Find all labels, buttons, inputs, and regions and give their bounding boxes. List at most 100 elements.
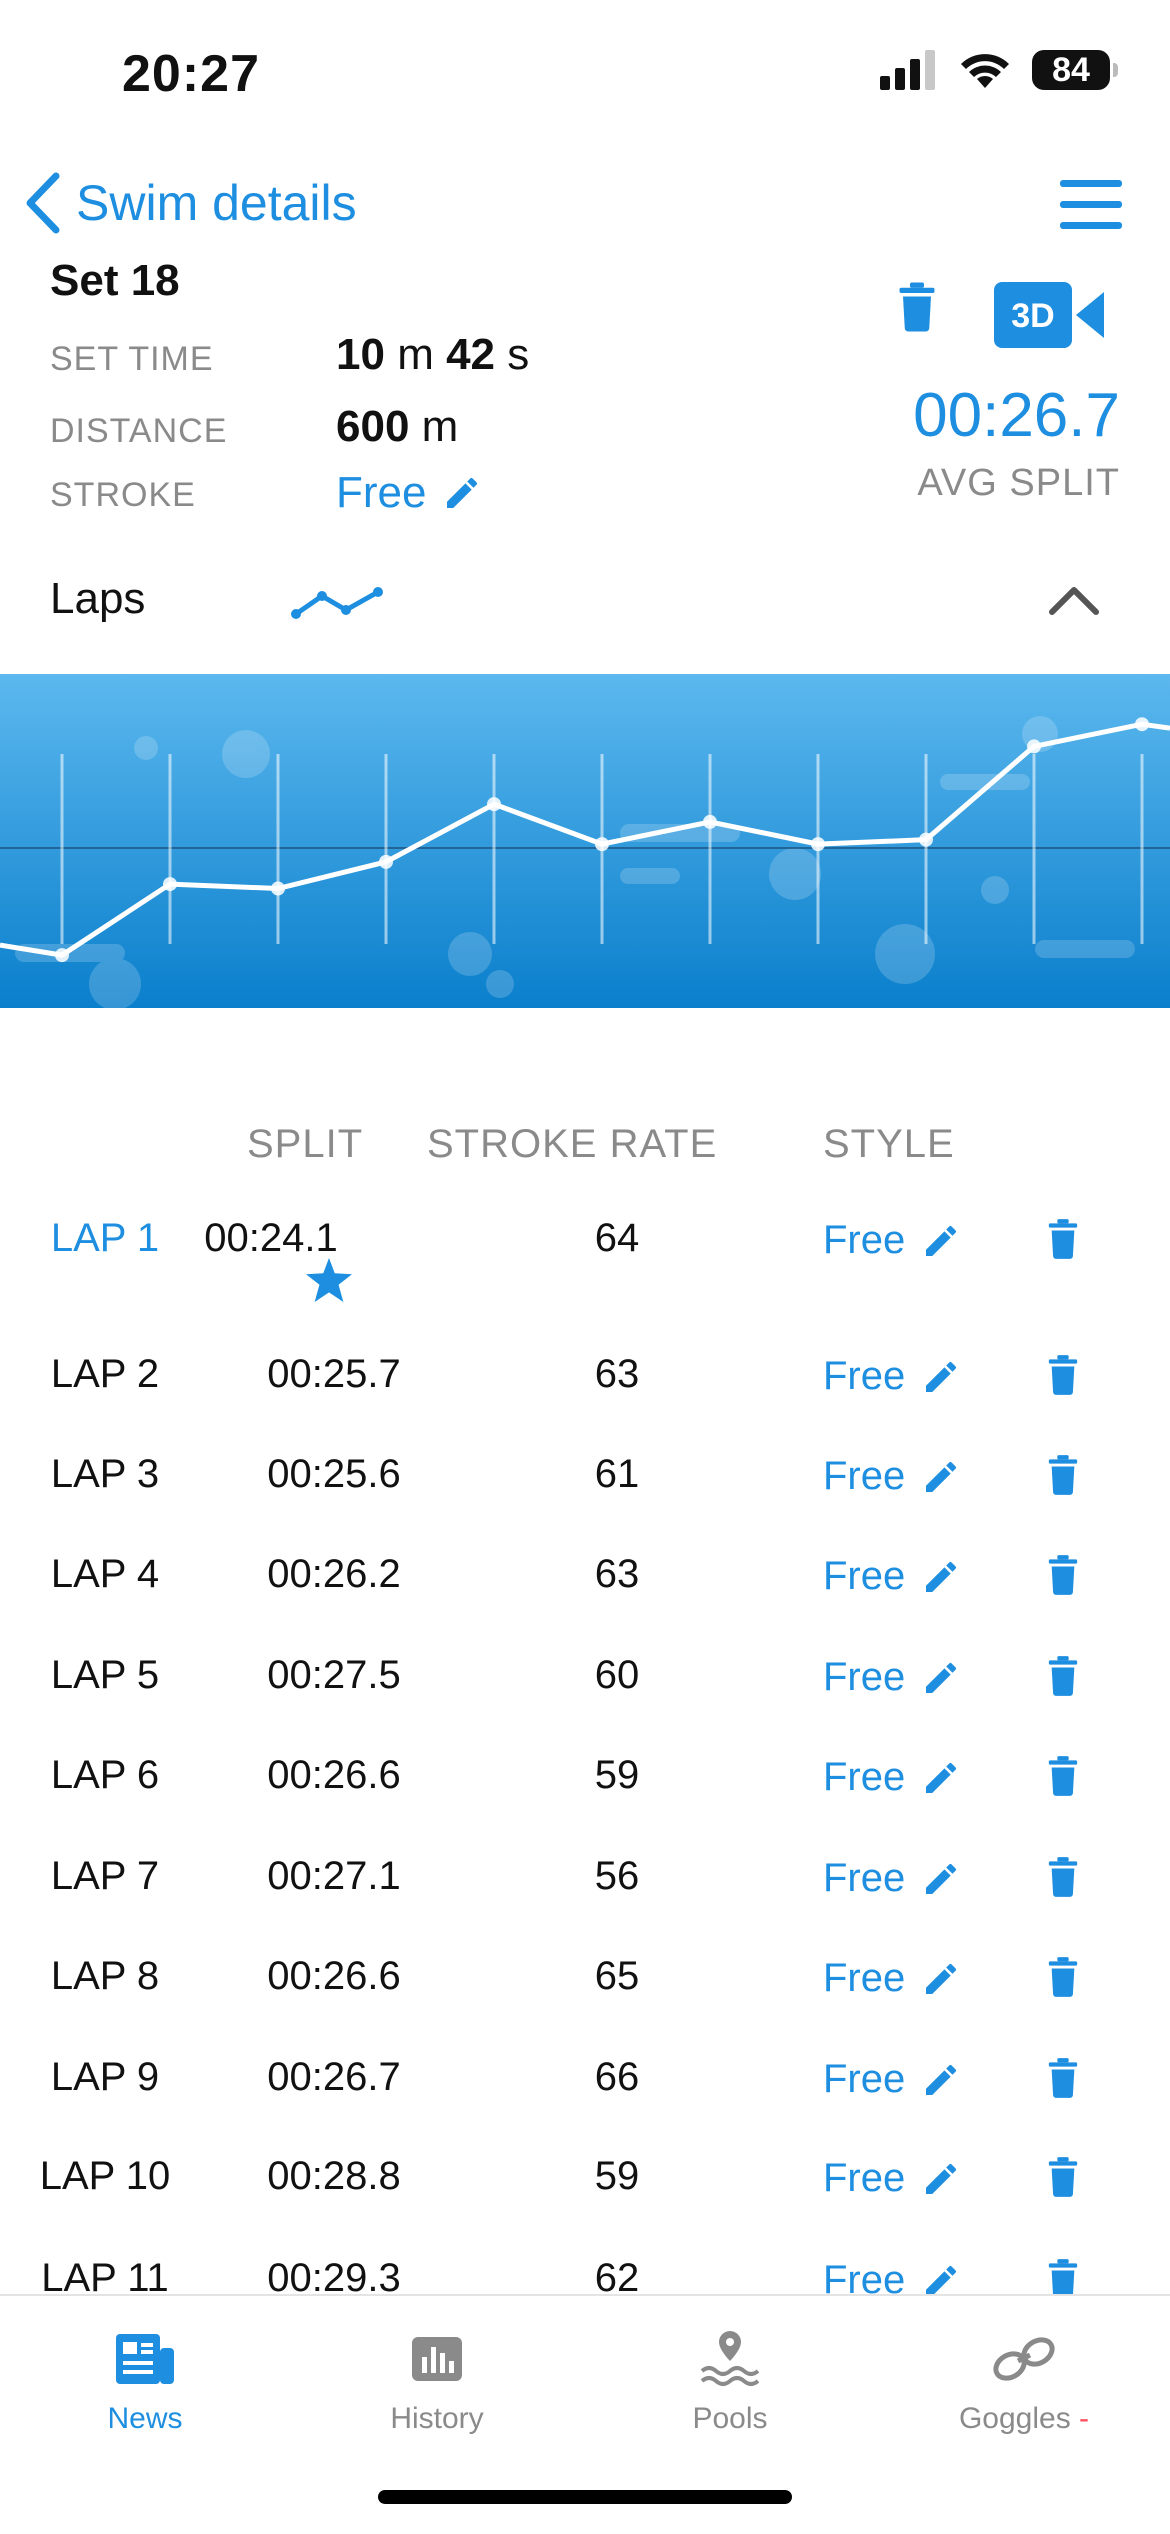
lap-style-edit[interactable]: Free (823, 2057, 961, 2102)
delete-lap-button[interactable] (1046, 1856, 1080, 1903)
status-icons: 84 (880, 50, 1118, 90)
3d-label: 3D (1011, 297, 1054, 335)
chart-point (487, 797, 501, 812)
delete-set-trash-icon[interactable] (896, 282, 938, 332)
tab-pools[interactable]: Pools (630, 2324, 830, 2436)
lap-style: Free (823, 1956, 906, 2000)
trash-icon (1048, 2157, 1078, 2197)
best-lap-star-icon (306, 1258, 352, 1302)
lap-stroke-rate: 56 (594, 1854, 640, 1898)
tab-label: History (390, 2402, 484, 2435)
lap-split: 00:24.1 (204, 1216, 338, 1260)
trash-icon (1048, 1355, 1078, 1395)
lap-style-edit[interactable]: Free (823, 1218, 961, 1263)
lap-style-edit[interactable]: Free (823, 1454, 961, 1499)
delete-lap-button[interactable] (1046, 2156, 1080, 2203)
lap-style-edit[interactable]: Free (823, 1554, 961, 1599)
delete-lap-button[interactable] (1046, 2258, 1080, 2305)
pencil-icon (926, 2163, 957, 2194)
trash-icon (1048, 1857, 1078, 1897)
lap-split: 00:26.6 (267, 1954, 401, 1998)
chart-point (271, 881, 285, 896)
column-header-stroke-rate: STROKE RATE (427, 1122, 718, 1166)
goggles-link-icon (993, 2337, 1055, 2381)
lap-style-edit[interactable]: Free (823, 1655, 961, 1700)
set-title: Set 18 (50, 256, 180, 305)
tab-goggles[interactable]: Goggles - (924, 2324, 1124, 2436)
tab-history[interactable]: History (337, 2324, 537, 2436)
wifi-icon (961, 54, 1009, 88)
tab-label: Goggles - (958, 2402, 1090, 2435)
laps-section-label: Laps (50, 574, 146, 623)
tab-news[interactable]: News (45, 2324, 245, 2436)
pencil-icon (926, 1461, 957, 1492)
pencil-icon (926, 2265, 957, 2296)
lap-label: LAP 8 (50, 1954, 160, 1998)
column-header-split: SPLIT (247, 1122, 364, 1166)
3d-video-button[interactable]: 3D (994, 282, 1106, 348)
lap-split: 00:26.6 (267, 1753, 401, 1797)
chart-point (379, 854, 393, 869)
laps-split-chart (0, 674, 1170, 1008)
lap-label: LAP 9 (50, 2055, 160, 2099)
nav-title: Swim details (76, 175, 357, 231)
status-time: 20:27 (122, 45, 260, 103)
stroke-edit[interactable]: Free (336, 468, 482, 518)
menu-button[interactable] (1060, 180, 1122, 232)
lap-style-edit[interactable]: Free (823, 1354, 961, 1399)
lap-label[interactable]: LAP 1 (50, 1216, 160, 1260)
delete-lap-button[interactable] (1046, 1956, 1080, 2003)
pencil-icon (926, 2064, 957, 2095)
lap-style: Free (823, 1755, 906, 1799)
lap-label: LAP 3 (50, 1452, 160, 1496)
chart-points (55, 717, 1149, 963)
lap-stroke-rate: 66 (594, 2055, 640, 2099)
pencil-icon (926, 1225, 957, 1256)
chart-point (703, 814, 717, 829)
delete-lap-button[interactable] (1046, 1755, 1080, 1802)
lap-style: Free (823, 1856, 906, 1900)
delete-lap-button[interactable] (1046, 1655, 1080, 1702)
cellular-signal-icon (880, 50, 935, 90)
lap-style-edit[interactable]: Free (823, 1755, 961, 1800)
lap-split: 00:27.5 (267, 1653, 401, 1697)
lap-label: LAP 7 (50, 1854, 160, 1898)
trash-icon (1048, 1957, 1078, 1997)
delete-lap-button[interactable] (1046, 1554, 1080, 1601)
lap-stroke-rate: 59 (594, 1753, 640, 1797)
set-time-value: 10 m 42 s (336, 330, 530, 379)
lap-stroke-rate: 60 (594, 1653, 640, 1697)
lap-split: 00:29.3 (267, 2256, 401, 2300)
lap-style: Free (823, 1655, 906, 1699)
chart-point (919, 832, 933, 847)
set-time-label: SET TIME (50, 340, 214, 378)
chart-point (595, 837, 609, 852)
lap-stroke-rate: 63 (594, 1552, 640, 1596)
distance-label: DISTANCE (50, 412, 228, 450)
lap-style-edit[interactable]: Free (823, 2156, 961, 2201)
pencil-icon (926, 1963, 957, 1994)
delete-lap-button[interactable] (1046, 2057, 1080, 2104)
pencil-icon (926, 1863, 957, 1894)
lap-split: 00:26.2 (267, 1552, 401, 1596)
chart-point (811, 837, 825, 852)
line-graph-icon[interactable] (290, 582, 386, 622)
chevron-up-icon[interactable] (1048, 584, 1100, 616)
column-header-style: STYLE (823, 1122, 955, 1166)
battery-level: 84 (1052, 50, 1090, 89)
lap-style-edit[interactable]: Free (823, 1956, 961, 2001)
delete-lap-button[interactable] (1046, 1454, 1080, 1501)
lap-label: LAP 4 (50, 1552, 160, 1596)
delete-lap-button[interactable] (1046, 1354, 1080, 1401)
tab-label: Pools (692, 2402, 768, 2435)
trash-icon (1048, 1756, 1078, 1796)
lap-style-edit[interactable]: Free (823, 1856, 961, 1901)
lap-split: 00:26.7 (267, 2055, 401, 2099)
chart-point (55, 948, 69, 963)
avg-split-label: AVG SPLIT (917, 462, 1120, 504)
delete-lap-button[interactable] (1046, 1218, 1080, 1265)
chevron-left-icon (26, 172, 60, 234)
back-button[interactable]: Swim details (22, 172, 357, 234)
lap-stroke-rate: 65 (594, 1954, 640, 1998)
trash-icon (1048, 1555, 1078, 1595)
